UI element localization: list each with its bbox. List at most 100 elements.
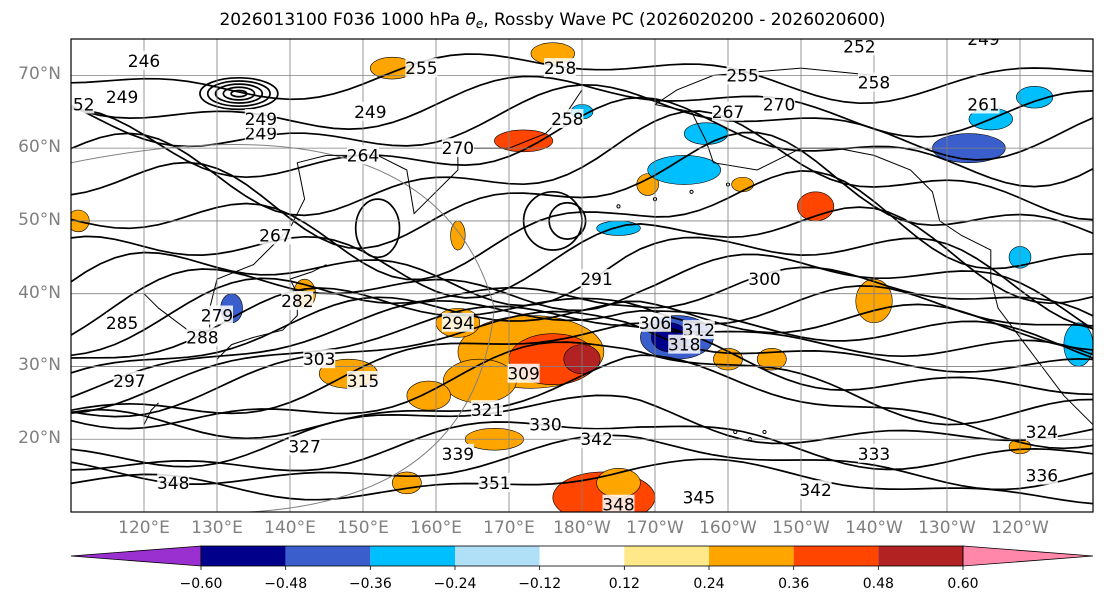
title-suffix: , Rossby Wave PC (2026020200 - 202602060… [483, 10, 886, 30]
contour-label-bg [441, 312, 474, 332]
contour-label-bg [441, 138, 474, 158]
shading-patch [647, 155, 722, 185]
contour-label-bg [354, 101, 387, 121]
contour-label-bg [259, 225, 292, 245]
reference-circle [71, 144, 495, 512]
contour-label-bg [441, 443, 474, 463]
colorbar-segment [709, 546, 794, 566]
colorbar-tick-label: −0.36 [348, 576, 392, 592]
longitude-label: 120°E [118, 518, 170, 538]
contour-label-bg [303, 349, 336, 369]
colorbar-tick-label: 0.48 [862, 576, 894, 592]
contour-label: 267 [712, 103, 744, 123]
coastline [216, 264, 327, 360]
colorbar-tick-label: −0.24 [433, 576, 477, 592]
contour-label-bg [186, 327, 219, 347]
contour-label-bg [712, 101, 744, 121]
latitude-label: 40°N [18, 282, 61, 303]
shading-patch [391, 471, 422, 495]
contour-label-bg [858, 443, 890, 463]
contour-label: 294 [442, 314, 474, 334]
longitude-label: 180°W [553, 518, 611, 538]
contour-label: 252 [843, 37, 875, 57]
theta-e-contour [199, 76, 279, 111]
theta-e-contour [354, 198, 401, 259]
longitude-label: 160°E [410, 518, 462, 538]
contour-label-bg [967, 39, 1000, 48]
colorbar-segment [539, 546, 625, 566]
contour-label: 258 [551, 110, 583, 130]
theta-e-contour [206, 80, 271, 108]
contour-label: 279 [201, 307, 233, 327]
contour-label-bg [580, 429, 613, 449]
contour-label: 348 [157, 474, 189, 494]
colorbar-tick-label: 0.24 [693, 576, 725, 592]
longitude-label: 130°E [191, 518, 243, 538]
longitude-label: 170°E [483, 518, 535, 538]
contour-label-bg [967, 94, 1000, 114]
contour-label-bg [799, 480, 832, 500]
contour-label-bg [858, 72, 890, 92]
contour-label: 348 [602, 496, 634, 516]
contour-label: 261 [967, 95, 999, 115]
contour-label-bg [529, 414, 562, 434]
contour-label: 285 [106, 314, 138, 334]
contour-label: 297 [113, 372, 145, 392]
coastline [143, 402, 159, 425]
colorbar-frame [200, 545, 964, 567]
contour-label: 339 [442, 445, 474, 465]
colorbar-tick-label: −0.12 [518, 576, 562, 592]
contour-label-bg [602, 494, 635, 512]
contour-label-bg [551, 109, 584, 129]
contour-label: 255 [405, 59, 437, 79]
colorbar-segment [624, 546, 709, 566]
contour-label: 333 [858, 445, 890, 465]
contour-label: 315 [347, 372, 379, 392]
colorbar-segment [878, 546, 963, 566]
title-theta-symbol: θ [465, 10, 476, 30]
island [616, 204, 621, 209]
contour-label: 270 [763, 95, 795, 115]
island [733, 429, 738, 435]
contour-label-bg [201, 305, 233, 325]
island [762, 429, 767, 435]
contour-label: 255 [726, 66, 758, 86]
contour-label-bg [1025, 465, 1058, 485]
map-title: 2026013100 F036 1000 hPa θe, Rossby Wave… [0, 10, 1105, 31]
contour-label: 318 [668, 336, 700, 356]
shading-patch [1016, 86, 1054, 109]
contour-label-bg [668, 334, 701, 354]
contour-label-bg [843, 39, 876, 56]
contour-label-bg [682, 487, 715, 507]
contour-label: 252 [62, 95, 94, 115]
colorbar-segment [370, 546, 455, 566]
contour-label-bg [106, 312, 139, 332]
island [689, 189, 694, 194]
contour-label-bg [128, 50, 160, 70]
longitude-label: 150°W [772, 518, 830, 538]
contour-label: 258 [544, 59, 576, 79]
theta-e-contour [222, 86, 256, 101]
longitude-label: 120°W [991, 518, 1049, 538]
shading-patch [756, 347, 787, 371]
longitude-label: 160°W [699, 518, 757, 538]
longitude-label: 130°W [918, 518, 976, 538]
contour-label-bg [347, 371, 379, 391]
contour-label-bg [471, 400, 504, 420]
contour-label: 300 [748, 270, 780, 290]
contour-label: 303 [303, 350, 335, 370]
contour-label: 249 [245, 110, 277, 130]
contour-label: 306 [639, 314, 671, 334]
latitude-label: 70°N [18, 64, 61, 85]
contour-label-bg [244, 109, 277, 129]
contour-label: 345 [683, 488, 715, 508]
contour-label: 342 [580, 430, 612, 450]
contour-label: 249 [245, 125, 277, 145]
colorbar-segment [285, 546, 371, 566]
theta-e-contour [214, 83, 264, 104]
contour-label-bg [405, 58, 438, 78]
contour-label: 330 [529, 416, 561, 436]
contour-label-bg [580, 269, 613, 289]
